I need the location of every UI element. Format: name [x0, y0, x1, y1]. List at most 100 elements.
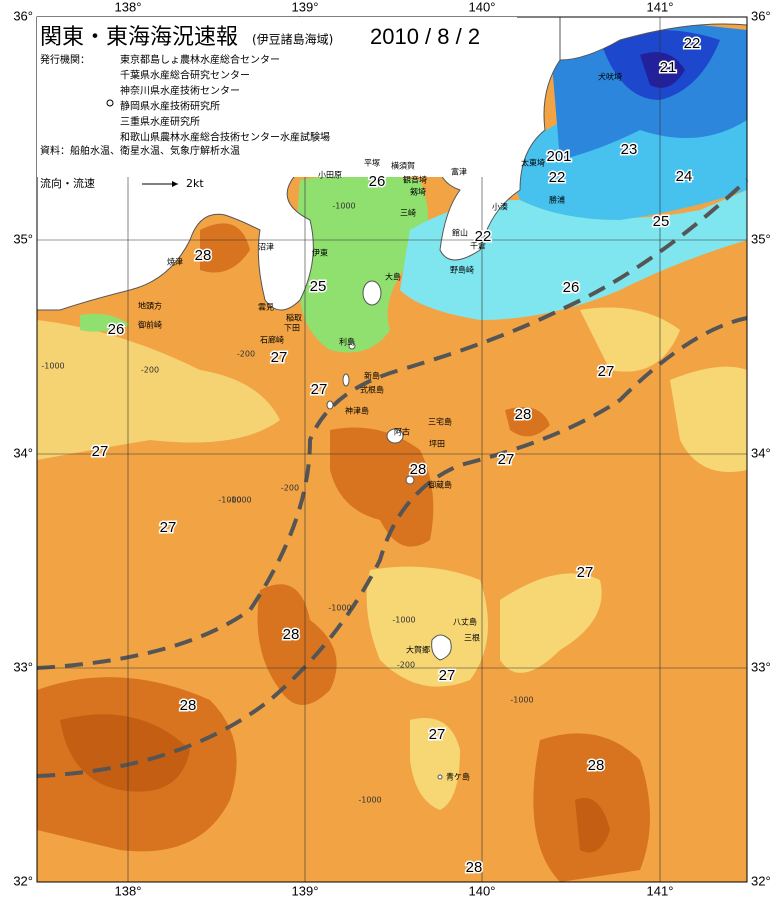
place-name: 神津島: [345, 406, 369, 416]
place-name: 下田: [284, 324, 300, 333]
place-name: 勝浦: [549, 195, 565, 205]
issuers-label: 発行機関：: [40, 53, 90, 66]
depth-label: -200: [281, 484, 299, 493]
header-box: [37, 17, 517, 177]
temperature-label: 28: [588, 757, 605, 774]
issuer: 千葉県水産総合研究センター: [120, 69, 250, 82]
place-name: 富津: [451, 167, 467, 177]
title: 関東・東海海況速報: [40, 25, 238, 50]
place-name: 平塚: [364, 159, 380, 168]
temperature-label: 22: [684, 35, 701, 52]
place-name: 雲見: [258, 303, 274, 312]
date: 2010 / 8 / 2: [370, 24, 480, 49]
place-name: 三宅島: [428, 417, 452, 427]
place-name: 八丈島: [453, 617, 477, 627]
temperature-label: 26: [369, 173, 386, 190]
subtitle: (伊豆諸島海域): [252, 32, 333, 47]
issuer: 東京都島しょ農林水産総合センター: [120, 53, 280, 66]
temperature-label: 28: [180, 697, 197, 714]
place-name: 野島崎: [450, 265, 474, 275]
place-name: 利島: [339, 337, 355, 347]
depth-label: -1000: [332, 202, 355, 211]
place-name: 三崎: [400, 208, 416, 218]
grid: [37, 17, 747, 882]
temperature-label: 28: [195, 247, 212, 264]
place-name: 地頭方: [138, 301, 162, 311]
lat-label: 34°: [751, 445, 771, 460]
legend-label: 流向・流速: [40, 176, 95, 190]
depth-label: -200: [237, 350, 255, 359]
place-name: 新島: [364, 371, 380, 381]
depth-label: -1000: [41, 362, 64, 371]
temperature-label: 201: [546, 148, 571, 165]
temperature-label: 26: [563, 279, 580, 296]
depth-label: -200: [141, 366, 159, 375]
place-name: 青ケ島: [446, 772, 470, 782]
lon-label: 139°: [292, 0, 319, 14]
lon-label: 139°: [292, 883, 319, 898]
temperature-label: 22: [475, 228, 492, 245]
place-name: 三根: [464, 633, 480, 643]
sources: 資料：船舶水温、衛星水温、気象庁解析水温: [40, 144, 240, 157]
temperature-label: 27: [160, 519, 177, 536]
lon-label: 141°: [647, 0, 674, 14]
temperature-label: 28: [410, 461, 427, 478]
temperature-label: 28: [515, 406, 532, 423]
temperature-label: 27: [439, 667, 456, 684]
temperature-label: 23: [621, 141, 638, 158]
lat-label: 36°: [751, 8, 771, 23]
place-name: 館山: [452, 228, 468, 238]
temperature-label: 25: [653, 213, 670, 230]
lat-label: 35°: [13, 231, 33, 246]
lat-label: 33°: [751, 659, 771, 674]
place-name: 太東埼: [521, 158, 545, 168]
lat-label: 36°: [13, 8, 33, 23]
temperature-label: 27: [429, 726, 446, 743]
temperature-label: 25: [310, 278, 327, 295]
lon-label: 141°: [647, 883, 674, 898]
temperature-label: 27: [311, 381, 328, 398]
place-name: 坪田: [429, 440, 445, 449]
legend-scale: 2kt: [186, 177, 204, 190]
lat-label: 33°: [13, 659, 33, 674]
place-name: 稲取: [286, 313, 302, 323]
lon-label: 140°: [469, 883, 496, 898]
place-name: 沼津: [258, 242, 274, 252]
issuer: 和歌山県農林水産総合技術センター水産試験場: [120, 131, 330, 144]
temperature-label: 22: [549, 169, 566, 186]
lon-label: 138°: [115, 0, 142, 14]
depth-label: -200: [397, 661, 415, 670]
place-name: 剱埼: [410, 187, 426, 197]
current-path: [36, 178, 749, 778]
depth-label: -1000: [358, 796, 381, 805]
marker: [106, 99, 114, 107]
place-name: 小湊: [492, 202, 508, 212]
place-name: 焼津: [167, 257, 183, 267]
place-name: 大島: [385, 272, 401, 282]
place-name: 式根島: [360, 385, 384, 395]
issuer: 三重県水産研究所: [120, 115, 200, 128]
temperature-label: 21: [660, 59, 677, 76]
place-name: 犬吠埼: [598, 72, 622, 82]
temperature-label: 27: [598, 363, 615, 380]
temperature-label: 27: [577, 564, 594, 581]
legend-arrowhead: [172, 181, 178, 187]
depth-label: -1000: [392, 616, 415, 625]
place-name: 御前崎: [138, 320, 162, 330]
place-name: 御蔵島: [428, 480, 452, 490]
depth-label: -1000: [218, 496, 241, 505]
depth-label: -1000: [328, 604, 351, 613]
lat-label: 34°: [13, 445, 33, 460]
place-name: 千倉: [470, 241, 486, 251]
lon-label: 138°: [115, 883, 142, 898]
temperature-label: 27: [498, 451, 515, 468]
lon-label: 140°: [469, 0, 496, 14]
depth-label: -1000: [228, 496, 251, 505]
temperature-label: 24: [676, 168, 693, 185]
lat-label: 32°: [751, 873, 771, 888]
lat-label: 32°: [13, 873, 33, 888]
lat-label: 35°: [751, 231, 771, 246]
labels: 138° 138° 139° 139° 140° 140° 141° 141° 36° 36° 35…: [13, 0, 770, 898]
place-name: 大賀郷: [406, 645, 430, 655]
issuer: 神奈川県水産技術センター: [120, 84, 240, 97]
